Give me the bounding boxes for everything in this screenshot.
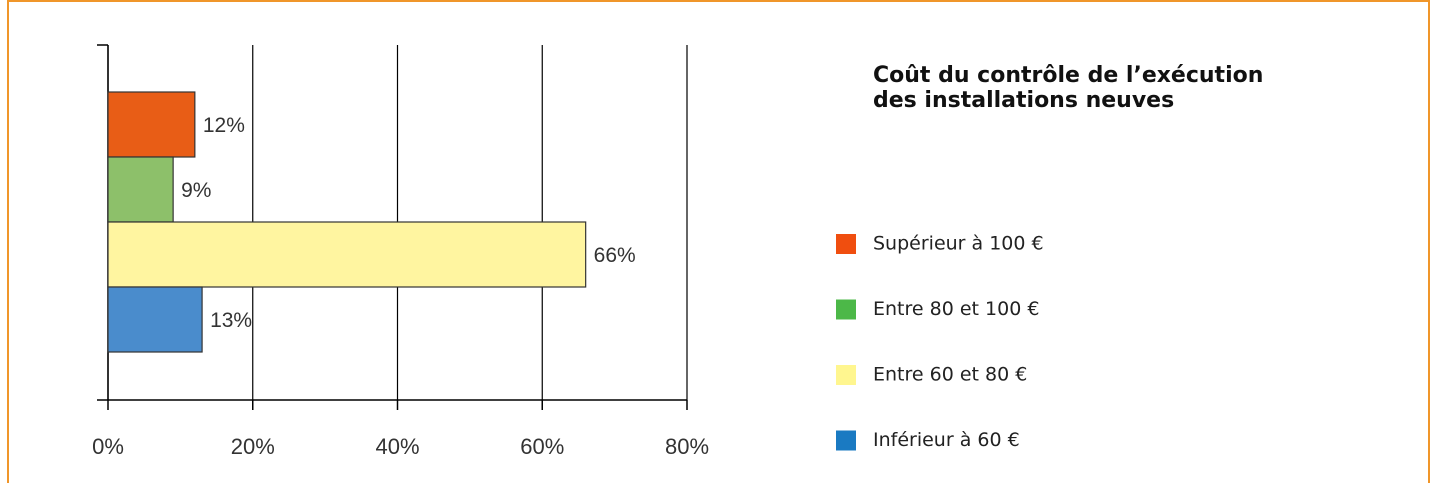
value-label: 9% <box>181 179 211 202</box>
legend-swatch <box>836 430 856 451</box>
bar <box>107 221 587 288</box>
x-tick-label: 20% <box>231 434 275 459</box>
legend-label: Entre 60 et 80 € <box>873 364 1027 386</box>
legend-label: Inférieur à 60 € <box>873 429 1020 451</box>
x-tick-label: 60% <box>520 434 564 459</box>
legend-swatch <box>836 365 856 385</box>
legend-swatch <box>836 234 856 254</box>
legend-label: Supérieur à 100 € <box>873 233 1044 255</box>
value-label: 12% <box>203 114 245 137</box>
x-tick-label: 0% <box>92 434 124 459</box>
chart-title: Coût du contrôle de l’exécution <box>873 63 1263 88</box>
legend-label: Entre 80 et 100 € <box>873 298 1039 320</box>
value-label: 13% <box>210 309 252 332</box>
bar <box>107 91 196 158</box>
x-tick-label: 40% <box>375 434 419 459</box>
value-label: 66% <box>594 244 636 267</box>
frame <box>7 0 1430 483</box>
bar <box>107 286 203 353</box>
bar <box>107 156 174 223</box>
x-tick-label: 80% <box>665 434 709 459</box>
chart-title: des installations neuves <box>873 88 1174 113</box>
legend-swatch <box>836 299 856 320</box>
